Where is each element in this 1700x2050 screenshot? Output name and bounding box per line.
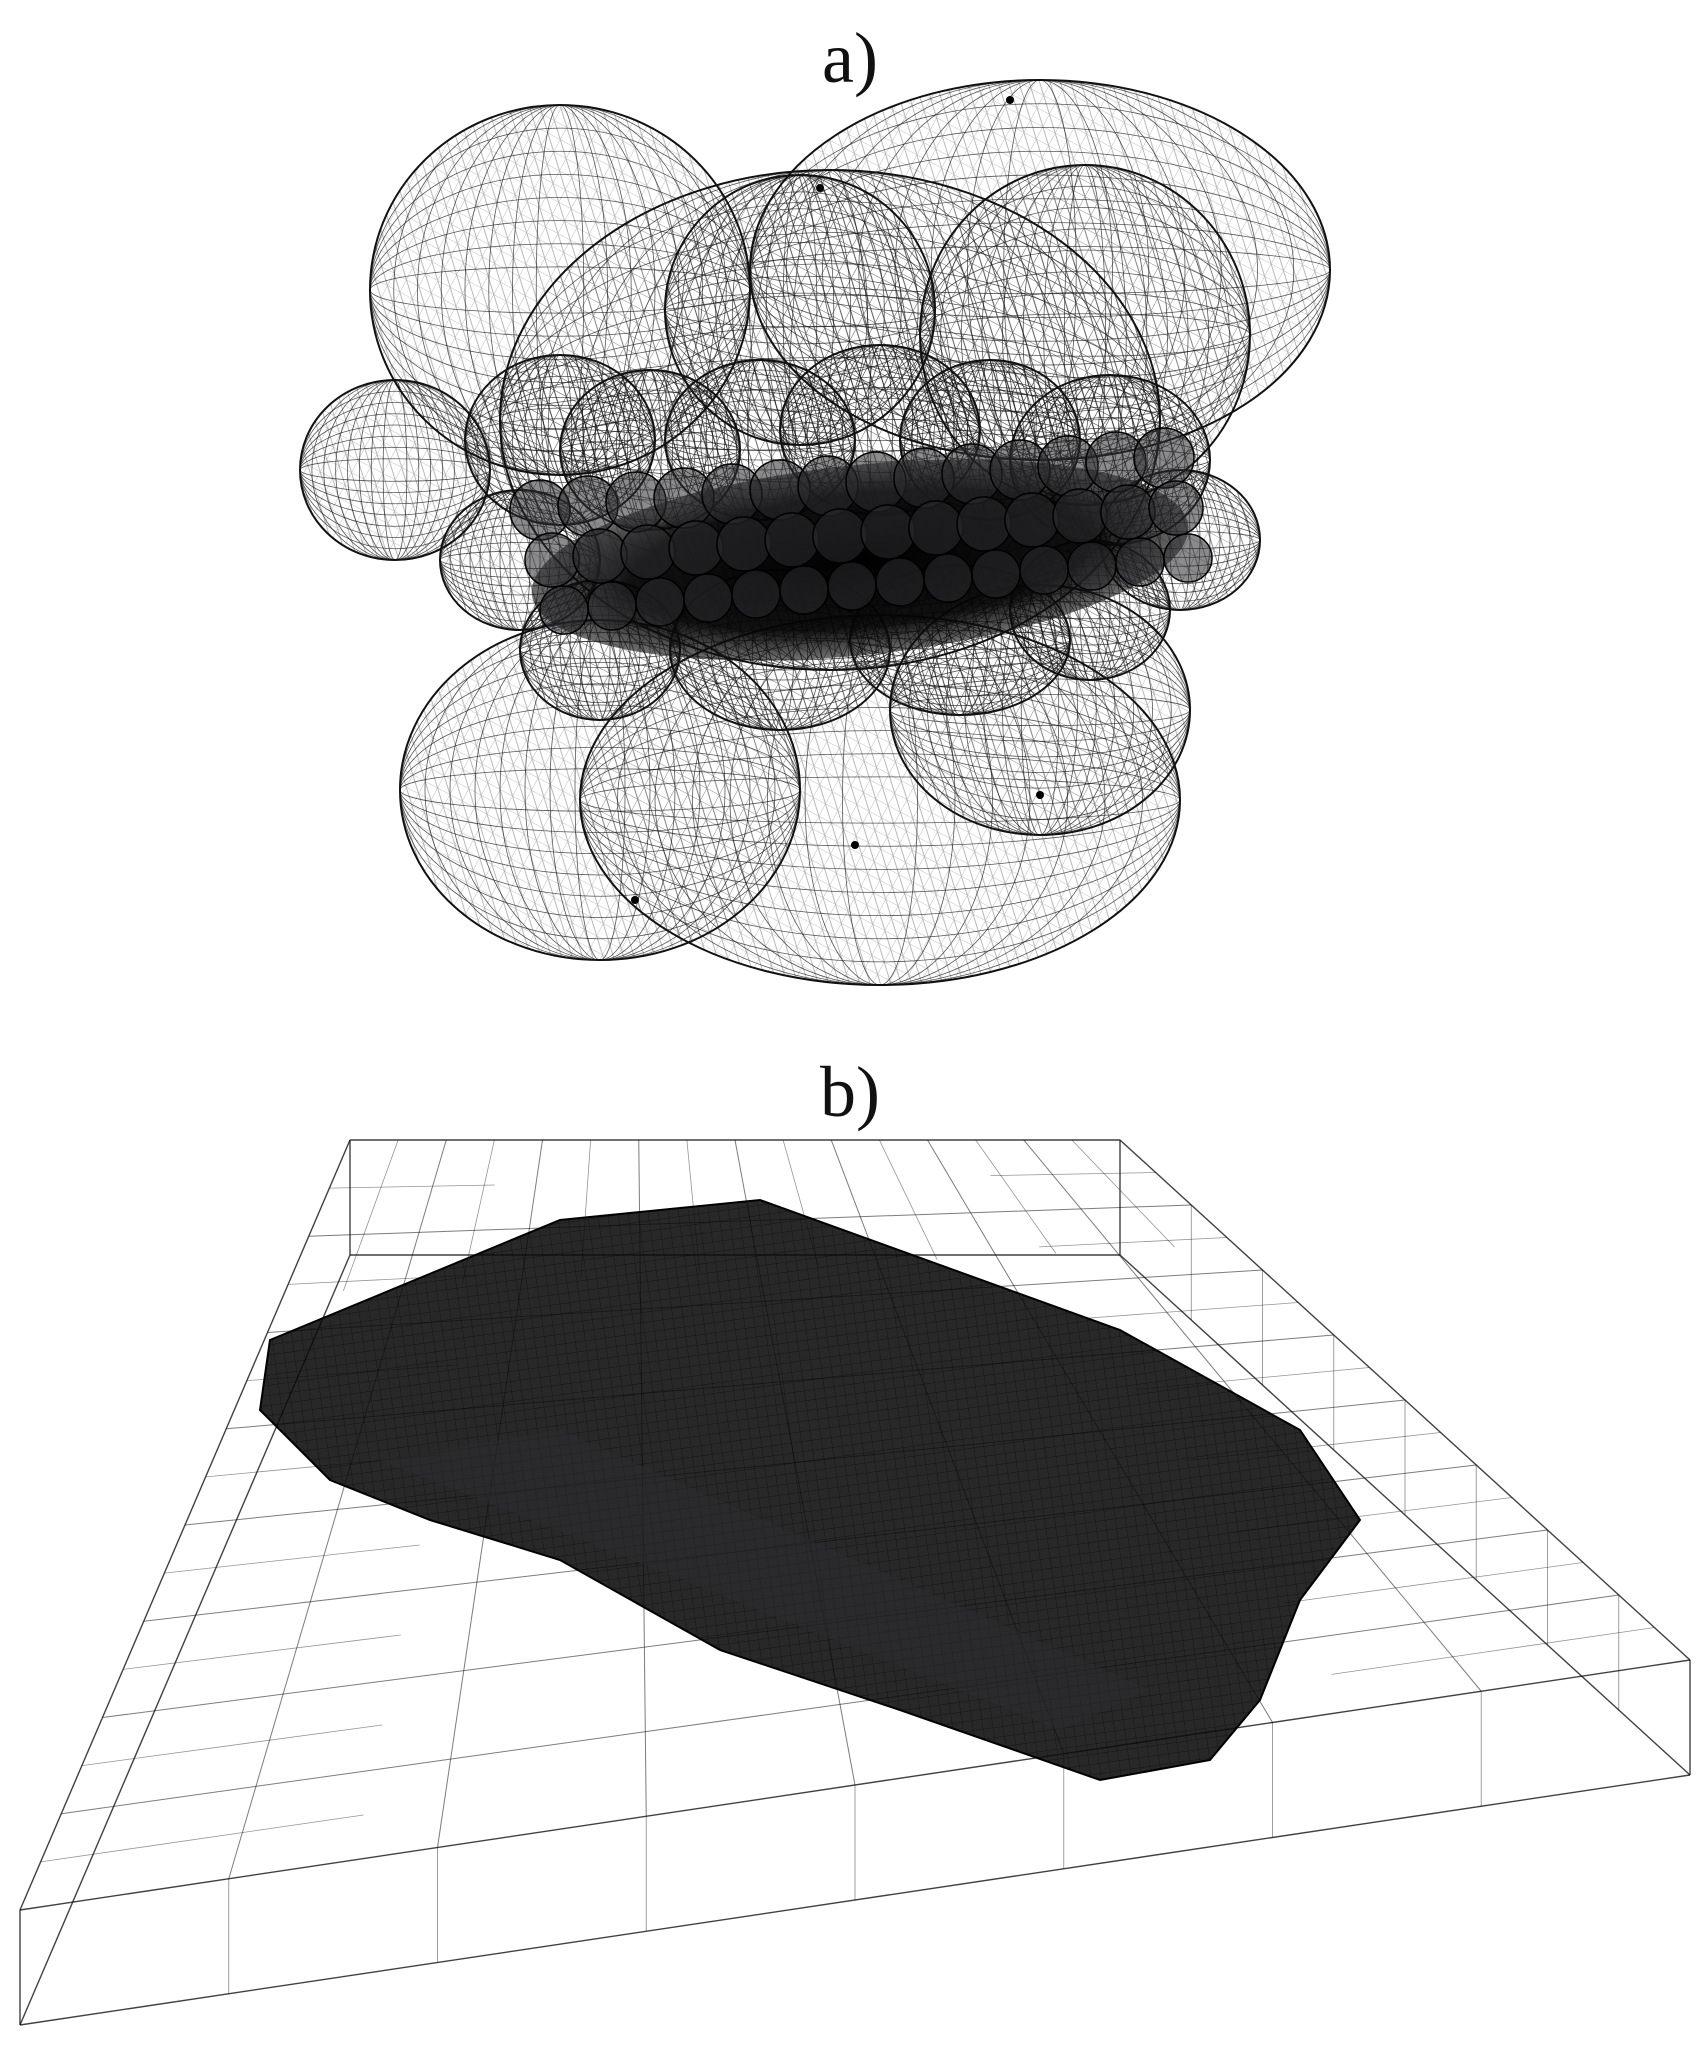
octree-fine-line (879, 1139, 938, 1260)
sphere-hierarchy-figure (299, 79, 1331, 986)
octree-fine-line (1087, 1302, 1299, 1319)
small-sphere-23 (908, 500, 964, 556)
octree-fine-line (40, 1814, 364, 1863)
sphere-group (299, 79, 1331, 986)
small-sphere-14 (1133, 427, 1195, 489)
sphere-pole-1 (1006, 96, 1014, 104)
octree-fine-line (1282, 1562, 1584, 1604)
octree-figure (19, 1139, 1691, 2026)
small-sphere-39 (1019, 545, 1069, 595)
small-sphere-28 (1148, 480, 1204, 536)
small-sphere-25 (1004, 492, 1060, 548)
sphere-pole-5 (1036, 791, 1044, 799)
inner-band (380, 1430, 1150, 1730)
small-sphere-26 (1052, 488, 1108, 544)
octree-fine-line (342, 1139, 399, 1292)
small-sphere-16 (572, 528, 628, 584)
octree-bottom-edge (19, 1774, 1691, 2026)
octree-fine-line (990, 1172, 1156, 1177)
small-sphere-34 (779, 565, 829, 615)
panel-a-label: a) (822, 18, 878, 98)
small-sphere-32 (683, 573, 733, 623)
small-sphere-40 (1067, 541, 1117, 591)
sphere-pole-4 (631, 896, 639, 904)
small-sphere-41 (1115, 537, 1165, 587)
small-sphere-37 (923, 553, 973, 603)
small-sphere-38 (971, 549, 1021, 599)
panel-b-label: b) (820, 1052, 880, 1132)
small-sphere-19 (716, 516, 772, 572)
octree-fine-line (164, 1544, 420, 1574)
octree-fine-line (123, 1634, 401, 1670)
sphere-pole-3 (851, 841, 859, 849)
small-sphere-30 (587, 581, 637, 631)
small-sphere-29 (539, 585, 589, 635)
small-sphere-31 (635, 577, 685, 627)
small-sphere-35 (827, 561, 877, 611)
small-sphere-42 (1163, 533, 1213, 583)
sphere-far-left (299, 379, 491, 561)
small-sphere-17 (620, 524, 676, 580)
small-sphere-22 (860, 504, 916, 560)
small-sphere-15 (524, 532, 580, 588)
small-sphere-21 (812, 508, 868, 564)
octree-fine-line (1039, 1237, 1227, 1248)
octree-fine-line (81, 1724, 383, 1767)
octree-fine-line (329, 1184, 495, 1189)
sphere-pole-2 (816, 184, 824, 192)
octree-bottom-edge (1119, 1254, 1691, 1776)
small-sphere-24 (956, 496, 1012, 552)
small-sphere-36 (875, 557, 925, 607)
octree-fine-line (975, 1139, 1057, 1254)
small-sphere-18 (668, 520, 724, 576)
octree-grid-line (61, 1594, 1619, 1815)
small-sphere-27 (1100, 484, 1156, 540)
dense-region-texture (260, 1200, 1360, 1780)
octree-fine-line (1331, 1627, 1655, 1675)
small-sphere-20 (764, 512, 820, 568)
small-sphere-33 (731, 569, 781, 619)
octree-fine-line (1071, 1139, 1175, 1248)
octree-box-group (19, 1139, 1691, 2026)
